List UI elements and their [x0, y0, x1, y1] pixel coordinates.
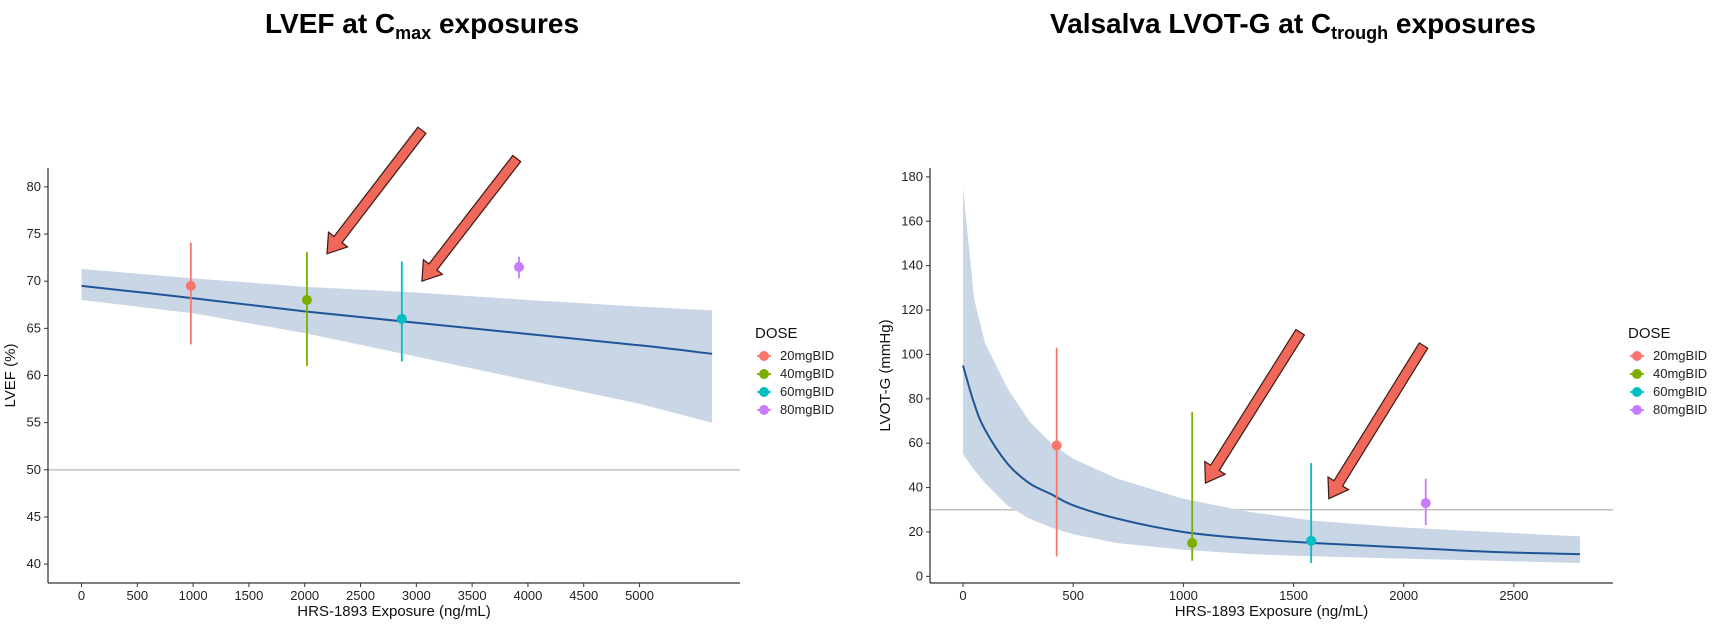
confidence-band [81, 268, 713, 423]
legend-key-dot [759, 369, 769, 379]
x-tick-label: 2000 [1389, 588, 1418, 603]
y-tick-label: 160 [901, 213, 923, 228]
y-axis-label: LVEF (%) [2, 344, 19, 408]
right-chart: 0 20 40 60 80 100 120 140 160 180 0 500 1000 1500 2000… [877, 168, 1707, 620]
fitted-line [962, 365, 1581, 556]
legend-key-dot [1632, 369, 1642, 379]
y-tick-label: 55 [27, 415, 41, 430]
x-tick-label: 4000 [513, 588, 542, 603]
y-tick-label: 40 [909, 480, 923, 495]
legend-label: 20mgBID [1653, 348, 1707, 363]
legend-label: 40mgBID [780, 366, 834, 381]
y-tick-label: 75 [27, 226, 41, 241]
right-chart-title: Valsalva LVOT-G at Ctrough exposures [1050, 8, 1536, 43]
x-tick-label: 500 [126, 588, 148, 603]
annotation-arrow-1 [1204, 328, 1306, 485]
y-tick-label: 0 [916, 568, 923, 583]
x-tick-label: 5000 [625, 588, 654, 603]
y-tick-label: 80 [27, 179, 41, 194]
y-tick-label: 65 [27, 320, 41, 335]
legend-label: 20mgBID [780, 348, 834, 363]
fitted-line [81, 284, 713, 355]
x-tick-label: 1000 [1169, 588, 1198, 603]
legend-key-dot [759, 387, 769, 397]
data-point-20mgBID [185, 280, 196, 291]
left-chart-title: LVEF at Cmax exposures [265, 8, 580, 43]
data-point-40mgBID [1187, 538, 1198, 549]
x-tick-label: 2500 [346, 588, 375, 603]
legend-key-dot [1632, 387, 1642, 397]
legend-label: 80mgBID [1653, 402, 1707, 417]
data-point-80mgBID [514, 262, 525, 273]
annotation-arrow-1 [326, 126, 427, 255]
legend-label: 60mgBID [1653, 384, 1707, 399]
legend-key-dot [1632, 405, 1642, 415]
x-tick-label: 0 [78, 588, 85, 603]
legend-key-dot [759, 351, 769, 361]
y-tick-label: 60 [27, 368, 41, 383]
x-axis-label: HRS-1893 Exposure (ng/mL) [297, 603, 490, 620]
x-tick-label: 1500 [234, 588, 263, 603]
x-tick-label: 4500 [569, 588, 598, 603]
x-tick-label: 3000 [402, 588, 431, 603]
data-point-60mgBID [1306, 535, 1317, 546]
y-tick-label: 45 [27, 509, 41, 524]
x-tick-label: 2500 [1499, 588, 1528, 603]
y-tick-label: 60 [909, 435, 923, 450]
legend-key-dot [1632, 351, 1642, 361]
x-tick-label: 500 [1062, 588, 1084, 603]
legend: DOSE 20mgBID 40mgBID 60mgBID 80mgBID [1628, 325, 1707, 417]
y-tick-label: 40 [27, 556, 41, 571]
left-chart: 40 45 50 55 60 65 70 75 80 0 500 1000 1500 2000 2500 30… [2, 126, 834, 620]
x-tick-label: 1500 [1279, 588, 1308, 603]
legend-label: 80mgBID [780, 402, 834, 417]
legend: DOSE 20mgBID 40mgBID 60mgBID 80mgBID [755, 325, 834, 417]
data-point-80mgBID [1420, 498, 1431, 509]
data-point-20mgBID [1051, 440, 1062, 451]
x-tick-label: 3500 [458, 588, 487, 603]
y-tick-label: 120 [901, 302, 923, 317]
x-tick-label: 1000 [179, 588, 208, 603]
y-tick-label: 100 [901, 346, 923, 361]
annotation-arrow-2 [1327, 342, 1429, 500]
data-point-60mgBID [396, 313, 407, 324]
y-tick-label: 20 [909, 524, 923, 539]
legend-title: DOSE [1628, 325, 1671, 342]
x-tick-label: 2000 [290, 588, 319, 603]
y-tick-label: 70 [27, 273, 41, 288]
legend-key-dot [759, 405, 769, 415]
y-tick-label: 140 [901, 258, 923, 273]
y-tick-label: 50 [27, 462, 41, 477]
x-axis-label: HRS-1893 Exposure (ng/mL) [1175, 603, 1368, 620]
annotation-arrow-2 [421, 154, 522, 283]
data-point-40mgBID [301, 295, 312, 306]
legend-label: 40mgBID [1653, 366, 1707, 381]
y-tick-label: 180 [901, 169, 923, 184]
y-axis-label: LVOT-G (mmHg) [877, 319, 894, 431]
legend-label: 60mgBID [780, 384, 834, 399]
y-tick-label: 80 [909, 391, 923, 406]
x-tick-label: 0 [959, 588, 966, 603]
legend-title: DOSE [755, 325, 798, 342]
